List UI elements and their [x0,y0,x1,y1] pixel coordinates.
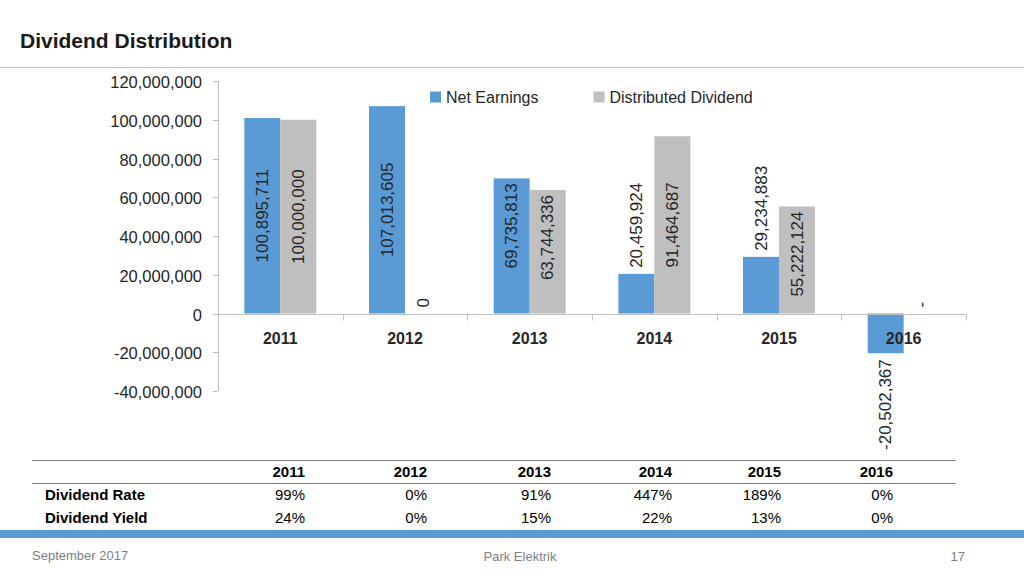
table-cell: 24% [275,509,305,526]
category-label: 2015 [761,330,797,347]
bar [904,313,940,314]
table-cell: 99% [275,486,305,503]
x-tick [592,315,593,321]
bar [369,106,405,313]
table-row-label: Dividend Rate [45,486,145,503]
y-tick [213,352,218,353]
data-label: 91,464,687 [663,182,682,267]
table-header: 2012 [394,463,427,480]
category-label: 2014 [637,330,673,347]
table-rule [32,460,956,461]
slide: Dividend Distribution-40,000,000-20,000,… [0,0,1024,576]
bars [244,106,903,353]
y-tick [213,275,218,276]
footer-date: September 2017 [32,548,128,563]
category-label: 2013 [512,330,548,347]
table-cell: 0% [405,509,427,526]
data-label: 100,895,711 [253,169,272,262]
y-tick-label: 100,000,000 [110,112,202,130]
data-label: 63,744,336 [538,195,557,280]
category-label: 2016 [886,330,922,347]
title: Dividend Distribution [20,29,232,52]
y-tick [213,391,218,392]
table-cell: 0% [405,486,427,503]
x-tick [841,315,842,321]
bar [280,120,316,314]
y-tick-label: -40,000,000 [114,383,202,401]
data-label: 100,000,000 [289,169,308,264]
x-tick [343,315,344,321]
category-label: 2011 [263,330,298,347]
bar [494,178,530,313]
table-header: 2015 [748,463,781,480]
legend-swatch [594,92,605,103]
x-tick [717,315,718,321]
x-tick [218,315,219,321]
table-header: 2013 [518,463,551,480]
footer-page: 17 [951,549,965,564]
data-label: 20,459,924 [627,183,646,268]
table-cell: 91% [521,486,551,503]
x-tick [966,315,967,321]
y-tick [213,197,218,198]
bar [405,313,441,314]
table-cell: 0% [871,509,893,526]
data-label: 29,234,883 [752,166,771,251]
y-tick-label: -20,000,000 [114,344,202,362]
bar [530,190,566,314]
table-cell: 13% [751,509,781,526]
table-cell: 0% [871,486,893,503]
bar [654,136,690,313]
x-tick [467,315,468,321]
table-header: 2014 [639,463,673,480]
y-tick [213,314,218,315]
y-tick-label: 60,000,000 [119,189,202,207]
data-label: 55,222,124 [788,212,807,297]
y-tick-label: 120,000,000 [110,73,202,91]
bar [618,274,654,314]
category-label: 2012 [387,330,423,347]
table-row-label: Dividend Yield [45,509,148,526]
y-tick-label: 0 [193,306,202,324]
y-axis [218,81,219,391]
y-tick [213,159,218,160]
y-tick-label: 40,000,000 [119,228,202,246]
y-tick-label: 80,000,000 [119,151,202,169]
bar [779,207,815,314]
legend-label: Distributed Dividend [610,89,753,106]
y-tick [213,120,218,121]
bar [743,257,779,314]
footer-company: Park Elektrik [484,549,557,564]
data-label: - [912,302,931,308]
table-cell: 189% [743,486,781,503]
bar [244,118,280,313]
data-label: 0 [414,298,433,307]
table-header: 2016 [860,463,893,480]
table-cell: 447% [634,486,672,503]
legend-label: Net Earnings [446,89,539,106]
footer-band [0,530,1024,538]
legend-swatch [430,92,441,103]
table-header: 2011 [272,463,305,480]
title-rule [0,67,1024,68]
y-tick [213,81,218,82]
table-rule [32,483,956,484]
data-label: -20,502,367 [876,359,895,450]
table-cell: 22% [642,509,672,526]
data-label: 69,735,813 [502,183,521,268]
y-tick-label: 20,000,000 [119,267,202,285]
y-tick [213,236,218,237]
data-label: 107,013,605 [378,163,397,258]
table-cell: 15% [521,509,551,526]
